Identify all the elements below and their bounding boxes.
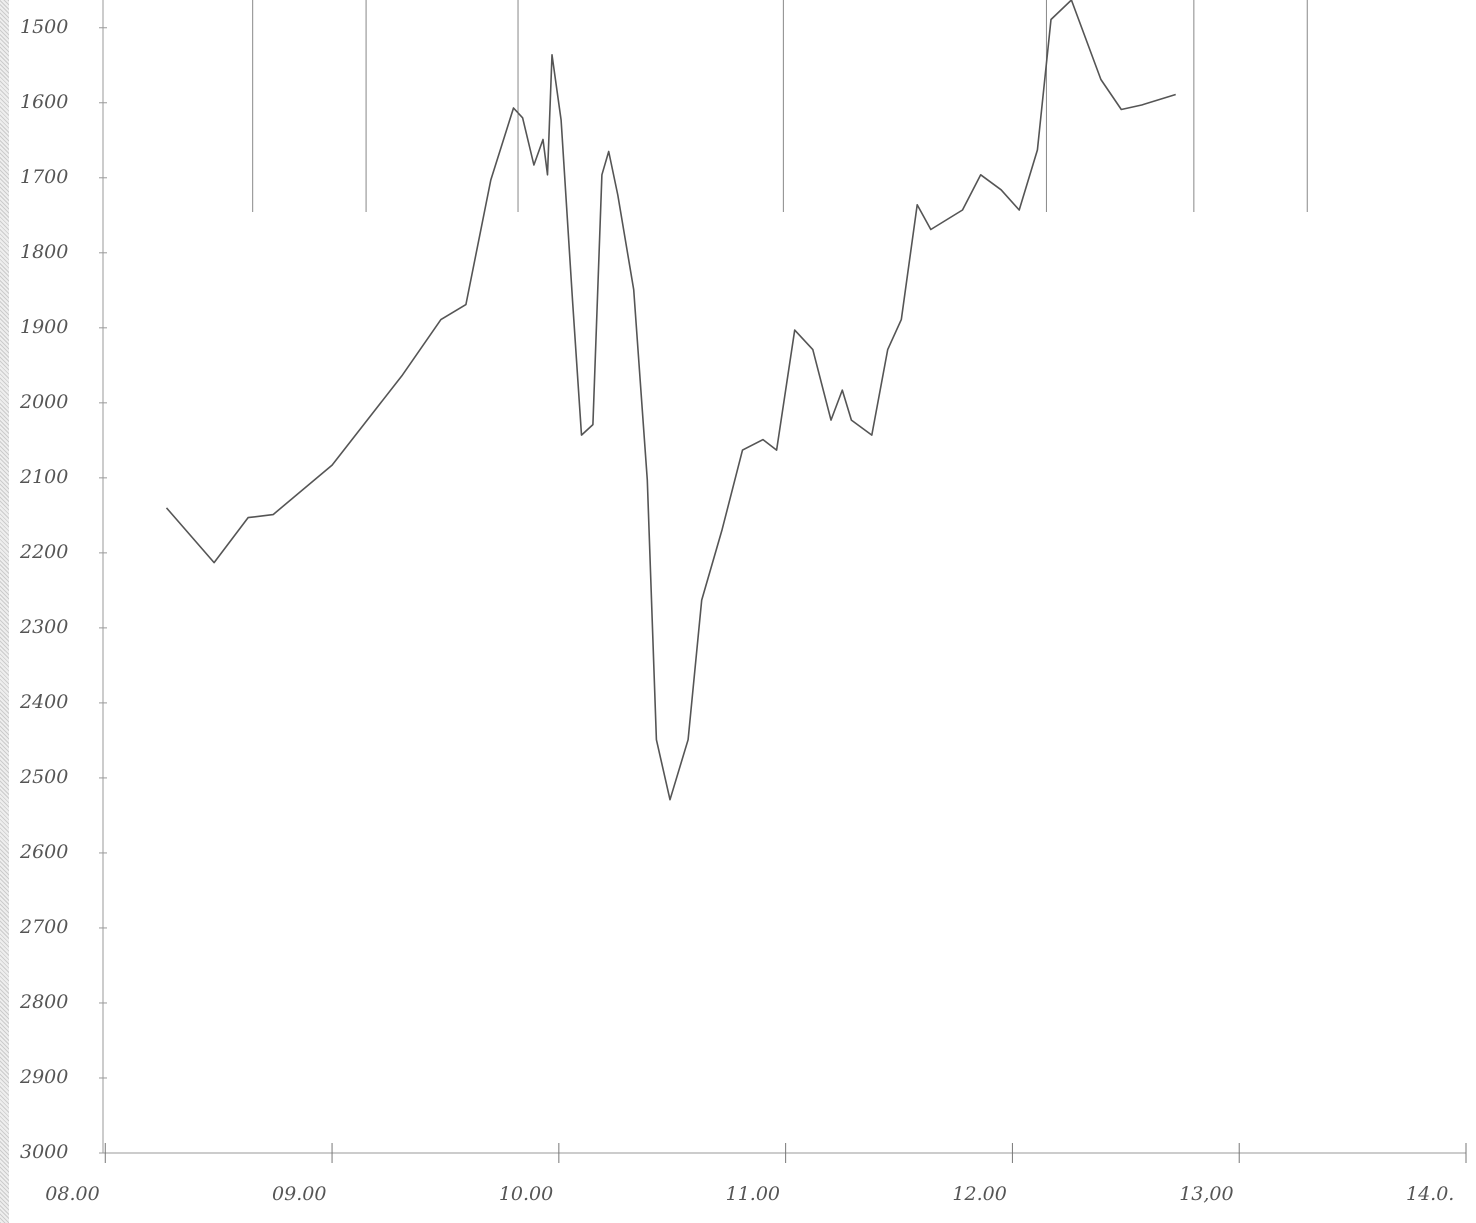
- y-tick-label: 2600: [19, 841, 68, 863]
- x-tick-label: 08.00: [45, 1183, 99, 1205]
- x-tick-label: 14.0.: [1406, 1183, 1454, 1205]
- y-tick-label: 2800: [19, 991, 68, 1013]
- y-tick-label: 2500: [19, 766, 68, 788]
- x-tick-label: 09.00: [272, 1183, 326, 1205]
- y-tick-label: 2200: [19, 541, 68, 563]
- y-tick-label: 2900: [19, 1066, 68, 1088]
- scan-edge: [0, 0, 9, 1223]
- y-tick-label: 1700: [20, 166, 68, 188]
- x-tick-label: 10.00: [499, 1183, 553, 1205]
- y-tick-label: 2000: [19, 391, 68, 413]
- x-tick-label: 11.00: [726, 1183, 780, 1205]
- y-tick-label: 2300: [19, 616, 68, 638]
- x-tick-label: 12.00: [952, 1183, 1006, 1205]
- y-tick-label: 2400: [19, 691, 68, 713]
- y-tick-label: 1800: [20, 241, 68, 263]
- y-tick-label: 1600: [20, 91, 68, 113]
- y-tick-label: 2100: [19, 466, 68, 488]
- y-tick-label: 3000: [20, 1141, 68, 1163]
- y-tick-label: 2700: [19, 916, 68, 938]
- y-tick-label: 1900: [20, 316, 68, 338]
- x-tick-label: 13,00: [1179, 1183, 1233, 1205]
- y-tick-label: 1500: [20, 16, 68, 38]
- line: [165, 0, 1176, 801]
